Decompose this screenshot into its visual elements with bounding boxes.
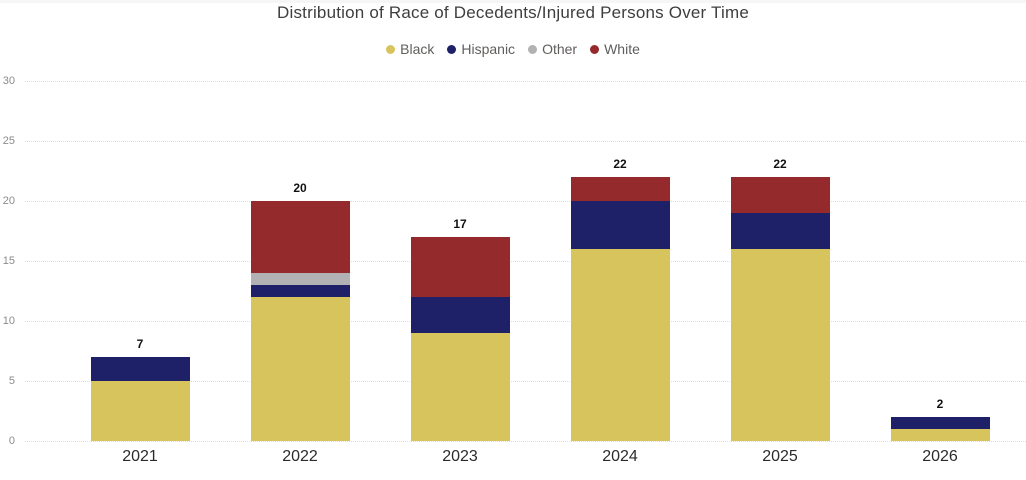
bar-segment-black-2026[interactable] bbox=[890, 429, 990, 441]
y-axis-tick-label: 30 bbox=[2, 75, 15, 87]
x-axis-label-2024: 2024 bbox=[602, 448, 638, 465]
y-axis-tick-label: 10 bbox=[2, 315, 15, 327]
gridline-y-30 bbox=[25, 81, 1026, 82]
top-border bbox=[0, 0, 1026, 3]
legend: Black Hispanic Other White bbox=[0, 41, 1026, 57]
y-axis-tick-label: 5 bbox=[8, 375, 15, 387]
legend-marker-black bbox=[386, 44, 396, 54]
gridline-y-10 bbox=[25, 321, 1026, 322]
x-axis-label-2021: 2021 bbox=[122, 448, 158, 465]
bar-total-label-2022: 20 bbox=[293, 181, 307, 195]
bar-total-label-2024: 22 bbox=[613, 157, 627, 171]
bar-total-label-2025: 22 bbox=[773, 157, 787, 171]
bar-segment-white-2024[interactable] bbox=[570, 177, 670, 201]
bar-segment-hispanic-2022[interactable] bbox=[250, 285, 350, 297]
legend-marker-hispanic bbox=[447, 44, 457, 54]
bar-total-label-2023: 17 bbox=[453, 217, 467, 231]
legend-label: Other bbox=[542, 41, 578, 57]
legend-item-white[interactable]: White bbox=[590, 41, 640, 57]
chart-title: Distribution of Race of Decedents/Injure… bbox=[277, 3, 749, 22]
y-axis-tick-label: 25 bbox=[2, 135, 15, 147]
bar-segment-white-2025[interactable] bbox=[730, 177, 830, 213]
legend-marker-white bbox=[590, 44, 600, 54]
y-axis-tick-label: 15 bbox=[2, 255, 15, 267]
x-axis-label-2023: 2023 bbox=[442, 448, 478, 465]
bar-segment-white-2023[interactable] bbox=[410, 237, 510, 297]
legend-item-hispanic[interactable]: Hispanic bbox=[447, 41, 515, 57]
gridline-y-15 bbox=[25, 261, 1026, 262]
bar-segment-black-2022[interactable] bbox=[250, 297, 350, 441]
bar-segment-other-2022[interactable] bbox=[250, 273, 350, 285]
bar-segment-black-2024[interactable] bbox=[570, 249, 670, 441]
bar-segment-hispanic-2024[interactable] bbox=[570, 201, 670, 249]
legend-label: Black bbox=[400, 41, 435, 57]
gridline-y-5 bbox=[25, 381, 1026, 382]
legend-item-other[interactable]: Other bbox=[528, 41, 577, 57]
bar-segment-black-2021[interactable] bbox=[90, 381, 190, 441]
x-axis-label-2022: 2022 bbox=[282, 448, 318, 465]
legend-marker-other bbox=[528, 44, 538, 54]
gridline-y-20 bbox=[25, 201, 1026, 202]
bar-segment-white-2022[interactable] bbox=[250, 201, 350, 273]
bar-total-label-2021: 7 bbox=[136, 337, 144, 351]
legend-item-black[interactable]: Black bbox=[386, 41, 434, 57]
x-axis-label-2025: 2025 bbox=[762, 448, 798, 465]
bar-segment-black-2025[interactable] bbox=[730, 249, 830, 441]
gridline-y-25 bbox=[25, 141, 1026, 142]
bar-segment-hispanic-2023[interactable] bbox=[410, 297, 510, 333]
gridline-y-0 bbox=[25, 441, 1026, 442]
legend-label: Hispanic bbox=[461, 41, 516, 57]
y-axis-tick-label: 0 bbox=[8, 435, 15, 447]
x-axis-label-2026: 2026 bbox=[922, 448, 958, 465]
bar-segment-hispanic-2025[interactable] bbox=[730, 213, 830, 249]
bar-segment-black-2023[interactable] bbox=[410, 333, 510, 441]
bar-segment-hispanic-2021[interactable] bbox=[90, 357, 190, 381]
bar-segment-hispanic-2026[interactable] bbox=[890, 417, 990, 429]
legend-label: White bbox=[604, 41, 640, 57]
bar-total-label-2026: 2 bbox=[936, 397, 944, 411]
y-axis-tick-label: 20 bbox=[2, 195, 15, 207]
